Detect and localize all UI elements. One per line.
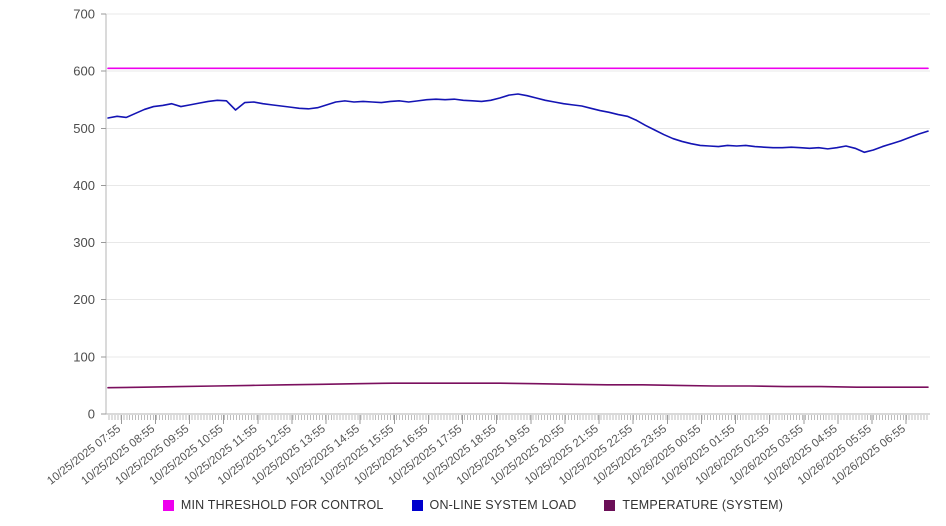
x-axis-ticks (108, 415, 928, 424)
y-axis-tick-label: 400 (73, 178, 95, 193)
series-line-temperature-system (107, 382, 929, 389)
y-axis-tick-labels: 0 100 200 300 400 500 600 700 (73, 7, 95, 422)
legend-swatch-temperature-system (604, 499, 616, 511)
legend-label-min-threshold-for-control: MIN THRESHOLD FOR CONTROL (180, 498, 384, 512)
legend-swatch-min-threshold-for-control (162, 499, 174, 511)
y-axis-tick-label: 100 (73, 349, 95, 364)
y-axis-tick-label: 500 (73, 121, 95, 136)
y-axis-tick-label: 200 (73, 292, 95, 307)
y-axis-tick-label: 600 (73, 64, 95, 79)
legend-item-min-threshold-for-control[interactable]: MIN THRESHOLD FOR CONTROL (162, 498, 384, 512)
legend-swatch-on-line-system-load (411, 499, 423, 511)
legend-label-on-line-system-load: ON-LINE SYSTEM LOAD (429, 498, 577, 512)
y-axis-ticks (101, 13, 106, 415)
y-axis-tick-label: 700 (73, 7, 95, 22)
legend-label-temperature-system: TEMPERATURE (SYSTEM) (622, 498, 784, 512)
plot-background (106, 14, 930, 414)
y-axis-tick-label: 0 (88, 407, 95, 422)
series-layer (107, 67, 929, 389)
chart-legend: MIN THRESHOLD FOR CONTROL ON-LINE SYSTEM… (0, 494, 946, 516)
legend-item-on-line-system-load[interactable]: ON-LINE SYSTEM LOAD (411, 498, 577, 512)
gridlines (106, 13, 930, 358)
y-axis-tick-label: 300 (73, 235, 95, 250)
legend-item-temperature-system[interactable]: TEMPERATURE (SYSTEM) (604, 498, 783, 512)
series-line-on-line-system-load (107, 93, 929, 154)
